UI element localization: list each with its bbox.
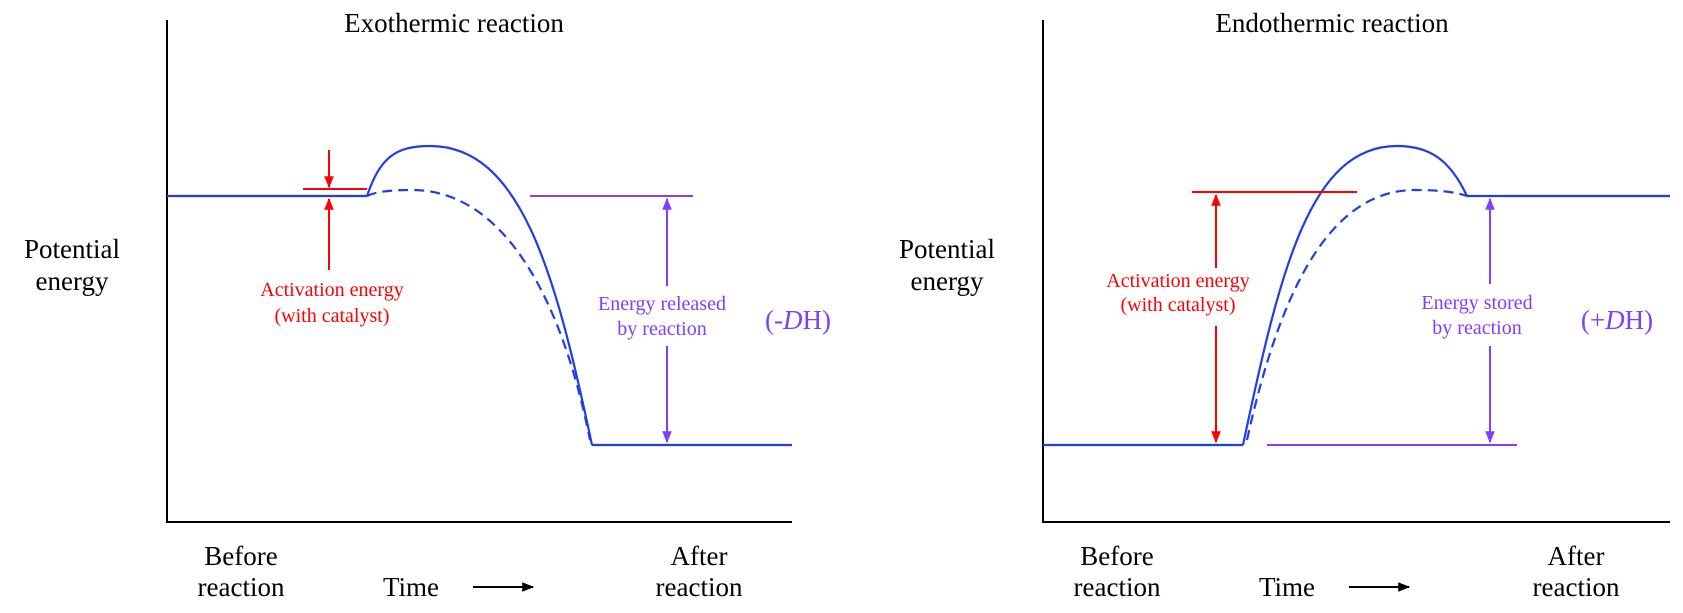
exothermic-energy-label-line2: by reaction — [617, 318, 706, 340]
exothermic-before-label-line1: Before — [204, 541, 277, 571]
exothermic-catalyzed-curve — [366, 188, 592, 441]
endothermic-energy-label-line1: Energy stored — [1421, 292, 1532, 314]
endothermic-axes — [1042, 20, 1670, 523]
exothermic-activation-label-line2: (with catalyst) — [275, 305, 390, 327]
endothermic-panel: Endothermic reaction Potential energy Ac… — [899, 8, 1670, 602]
endothermic-y-label-line2: energy — [911, 266, 984, 296]
endothermic-activation-label-line2: (with catalyst) — [1121, 294, 1236, 316]
exothermic-before-label-line2: reaction — [198, 572, 285, 602]
endothermic-uncatalyzed-curve — [1241, 144, 1468, 446]
exothermic-y-label-line2: energy — [36, 266, 109, 296]
endothermic-before-label-line2: reaction — [1074, 572, 1161, 602]
endothermic-title: Endothermic reaction — [1215, 8, 1449, 38]
endothermic-time-label: Time — [1259, 572, 1315, 602]
exothermic-title: Exothermic reaction — [344, 8, 564, 38]
exothermic-activation-label-line1: Activation energy — [260, 279, 403, 301]
endothermic-after-label-line2: reaction — [1533, 572, 1620, 602]
endothermic-y-label-line1: Potential — [899, 234, 995, 264]
endothermic-after-label-line1: After — [1548, 541, 1605, 571]
endothermic-energy-label-line2: by reaction — [1432, 317, 1521, 339]
endothermic-catalyzed-curve — [1245, 188, 1468, 441]
exothermic-energy-label-line1: Energy released — [598, 293, 726, 315]
exothermic-after-label-line1: After — [671, 541, 728, 571]
exothermic-panel: Exothermic reaction Potential energy Act… — [24, 8, 831, 602]
exothermic-time-label: Time — [383, 572, 439, 602]
exothermic-delta-h: (-DH) — [765, 305, 831, 335]
exothermic-after-label-line2: reaction — [656, 572, 743, 602]
exothermic-y-label-line1: Potential — [24, 234, 120, 264]
exothermic-axes — [166, 20, 792, 523]
endothermic-delta-h: (+DH) — [1581, 305, 1653, 335]
exothermic-uncatalyzed-curve — [365, 144, 594, 446]
endothermic-before-label-line1: Before — [1080, 541, 1153, 571]
endothermic-activation-label-line1: Activation energy — [1106, 270, 1249, 292]
